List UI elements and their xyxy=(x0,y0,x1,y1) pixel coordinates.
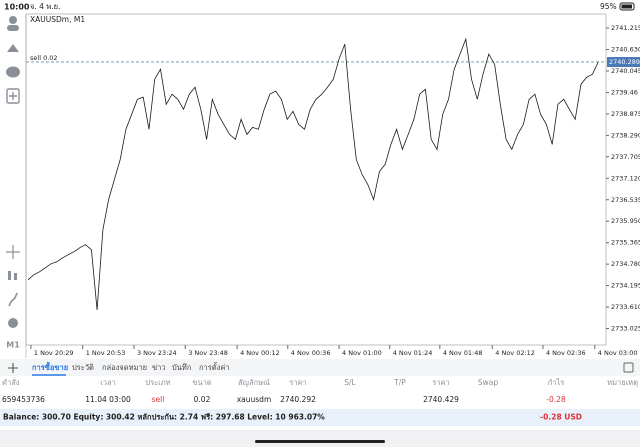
y-tick-label: 2740.045 xyxy=(611,67,640,75)
column-header: S/L xyxy=(344,378,356,387)
tab-bar xyxy=(0,359,640,376)
x-tick-label: 4 Nov 01:48 xyxy=(443,349,483,357)
y-tick-label: 2737.120 xyxy=(611,174,640,182)
crosshair-icon[interactable] xyxy=(6,245,20,259)
column-header: ขนาด xyxy=(192,378,211,387)
y-tick-label: 2735.950 xyxy=(611,217,640,225)
new-icon-plus xyxy=(9,92,17,100)
indicator-icon[interactable] xyxy=(8,271,11,280)
y-tick-label: 2736.535 xyxy=(611,196,640,204)
table-cell: 659453736 xyxy=(2,395,45,404)
column-header: สัญลักษณ์ xyxy=(238,378,270,387)
x-tick-label: 4 Nov 00:12 xyxy=(240,349,280,357)
add-button[interactable] xyxy=(8,363,18,373)
trade-table: คำสั่ง เวลา ประเภท ขนาด สัญลักษณ์ ราคา S/L T/P ร… xyxy=(2,377,638,404)
table-cell: 2740.292 xyxy=(280,395,316,404)
table-cell: -0.28 xyxy=(546,395,566,404)
home-indicator xyxy=(255,440,385,443)
y-tick-label: 2733.610 xyxy=(611,303,640,311)
status-date: จ. 4 พ.ย. xyxy=(30,2,60,11)
x-tick-label: 3 Nov 23:24 xyxy=(137,349,177,357)
order-label: sell 0.02 xyxy=(30,54,58,62)
table-cell: xauusdm xyxy=(237,395,272,404)
account-icon[interactable] xyxy=(9,16,17,24)
account-icon-body xyxy=(7,25,19,31)
battery-fill xyxy=(621,4,632,9)
tab[interactable]: กล่องจดหมาย xyxy=(102,363,147,372)
column-header: ประเภท xyxy=(145,378,170,387)
y-tick-label: 2739.46 xyxy=(611,88,638,96)
column-header: เวลา xyxy=(100,378,116,387)
footer-bar xyxy=(0,409,640,426)
x-tick-label: 4 Nov 01:00 xyxy=(342,349,382,357)
x-tick-label: 4 Nov 01:24 xyxy=(393,349,433,357)
column-header: หมายเหตุ xyxy=(607,378,638,387)
plot: 2741.215 2740.630 2740.045 2739.46 2738.875 2… xyxy=(26,24,640,357)
tab[interactable]: บันทึก xyxy=(172,363,191,372)
x-tick-label: 1 Nov 20:53 xyxy=(86,349,126,357)
current-price-label: 2740.289 xyxy=(609,58,640,66)
y-tick-label: 2733.025 xyxy=(611,325,640,333)
account-summary: Balance: 300.70 Equity: 300.42 หลักประกั… xyxy=(3,413,325,422)
tab[interactable]: ข่าว xyxy=(152,363,166,372)
y-tick-label: 2740.630 xyxy=(611,46,640,54)
y-tick-label: 2738.290 xyxy=(611,131,640,139)
column-header: คำสั่ง xyxy=(2,377,20,387)
column-header: กำไร xyxy=(548,378,565,387)
y-tick-label: 2734.780 xyxy=(611,260,640,268)
table-cell: 0.02 xyxy=(194,395,211,404)
x-tick-label: 4 Nov 02:12 xyxy=(495,349,535,357)
column-header: T/P xyxy=(393,378,406,387)
status-time: 10:00 xyxy=(4,3,30,12)
x-tick-label: 4 Nov 00:36 xyxy=(291,349,331,357)
x-tick-label: 1 Nov 20:29 xyxy=(34,349,74,357)
timeframe[interactable]: M1 xyxy=(6,341,20,350)
table-cell: 2740.429 xyxy=(423,395,459,404)
current-price-tag xyxy=(607,57,640,68)
battery-icon xyxy=(619,2,635,11)
chart-title: XAUUSDm, M1 xyxy=(30,15,85,24)
table-cell: sell xyxy=(152,395,165,404)
tab[interactable]: การซื้อขาย xyxy=(32,361,68,372)
y-tick-label: 2735.365 xyxy=(611,239,640,247)
y-tick-label: 2741.215 xyxy=(611,24,640,32)
templates-icon[interactable] xyxy=(8,318,18,328)
objects-icon[interactable] xyxy=(8,292,18,307)
new-icon[interactable] xyxy=(6,88,20,104)
toolbar: M1 xyxy=(6,16,20,350)
column-header: Swap xyxy=(478,378,498,387)
tab[interactable]: ประวัติ xyxy=(72,363,94,372)
plot-frame xyxy=(25,13,607,346)
y-tick-label: 2734.195 xyxy=(611,282,640,290)
chat-icon[interactable] xyxy=(6,66,20,78)
y-tick-label: 2737.705 xyxy=(611,153,640,161)
y-tick-label: 2738.875 xyxy=(611,110,640,118)
status-battery: 95% xyxy=(600,2,617,11)
column-header: ราคา xyxy=(289,378,306,387)
table-cell: 11.04 03:00 xyxy=(85,395,131,404)
total-profit: -0.28 USD xyxy=(540,413,582,422)
bottom-bar xyxy=(0,430,640,447)
x-tick-label: 4 Nov 03:00 xyxy=(598,349,638,357)
tabs: การซื้อขาย ประวัติ กล่องจดหมาย ข่าว บันทึก กา… xyxy=(32,361,230,376)
x-tick-label: 4 Nov 02:36 xyxy=(546,349,586,357)
price-line xyxy=(27,37,599,310)
trade-icon[interactable] xyxy=(7,44,19,52)
tab[interactable]: การตั้งค่า xyxy=(199,362,230,372)
x-tick-label: 3 Nov 23:48 xyxy=(188,349,228,357)
column-header: ราคา xyxy=(432,378,449,387)
panel-icon[interactable] xyxy=(623,362,634,373)
indicator-icon-bar xyxy=(14,273,17,280)
